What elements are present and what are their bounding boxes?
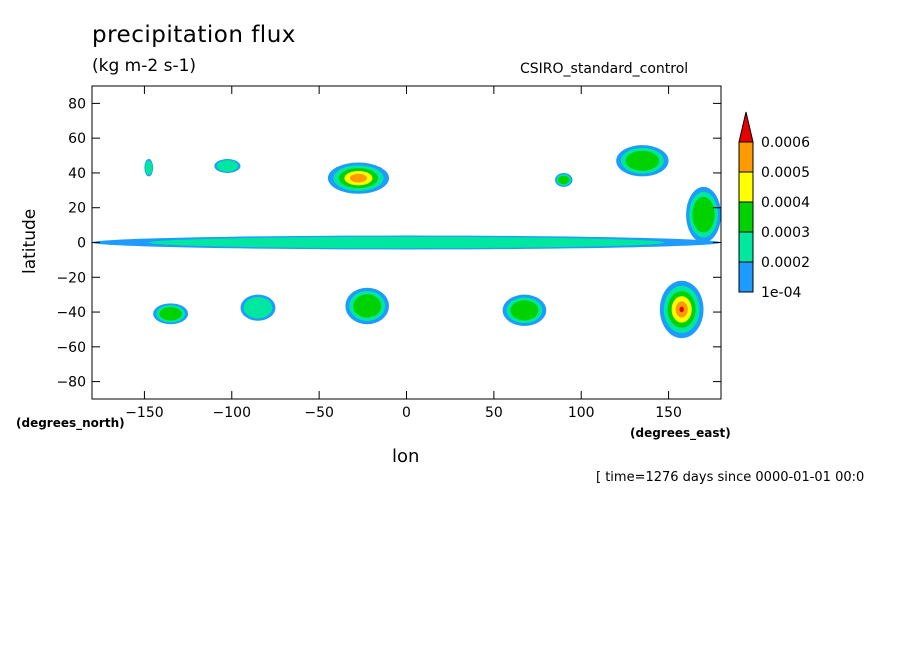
precip-feature-5-level-2 [625, 150, 660, 171]
y-tick-label-40: 40 [68, 166, 86, 182]
colorbar-label-1: 0.0002 [761, 255, 810, 271]
precip-feature-0-level-1 [148, 236, 665, 249]
x-tick-label--150: −150 [125, 405, 163, 421]
colorbar-swatch-4 [738, 141, 754, 173]
precip-feature-6-level-2 [159, 307, 182, 321]
y-tick-label-0: 0 [77, 236, 86, 252]
colorbar-swatch-2 [738, 201, 754, 233]
y-tick-label--80: −80 [56, 375, 86, 391]
y-tick-label-80: 80 [68, 96, 86, 112]
chart-title: precipitation flux [92, 22, 296, 48]
precip-feature-2-level-1 [216, 160, 239, 172]
x-tick-label-50: 50 [485, 405, 503, 421]
colorbar: 1e-04 0.0002 0.0003 0.0004 0.0005 0.0006 [738, 111, 810, 301]
colorbar-swatch-1 [738, 231, 754, 263]
y-tick-label-60: 60 [68, 131, 86, 147]
colorbar-label-2: 0.0003 [761, 225, 810, 241]
y-tick-label-20: 20 [68, 201, 86, 217]
model-name: CSIRO_standard_control [520, 61, 689, 77]
colorbar-extend-triangle [738, 111, 754, 143]
colorbar-swatch-3 [738, 171, 754, 203]
x-tick-label--50: −50 [304, 405, 334, 421]
y-tick-label--20: −20 [56, 270, 86, 286]
x-tick-label-0: 0 [402, 405, 411, 421]
precip-feature-11-level-2 [692, 196, 715, 233]
time-note: [ time=1276 days since 0000-01-01 00:0 [596, 470, 865, 485]
chart-units: (kg m-2 s-1) [92, 56, 197, 76]
y-axis-units: (degrees_north) [16, 416, 125, 430]
precip-fields [92, 145, 721, 339]
precip-feature-3-level-4 [349, 173, 368, 183]
precip-feature-8-level-2 [353, 294, 382, 318]
x-axis-label: lon [392, 446, 420, 467]
y-tick-label--40: −40 [56, 305, 86, 321]
colorbar-label-0: 1e-04 [761, 285, 801, 301]
colorbar-swatch-0 [738, 261, 754, 293]
precip-feature-9-level-2 [510, 300, 539, 321]
precip-feature-1-level-1 [145, 160, 153, 175]
x-tick-label-150: 150 [655, 405, 682, 421]
colorbar-label-5: 0.0006 [761, 135, 810, 151]
precip-feature-4-level-2 [558, 175, 570, 185]
y-tick-label--60: −60 [56, 340, 86, 356]
x-tick-label-100: 100 [568, 405, 595, 421]
precip-feature-7-level-1 [243, 297, 273, 319]
x-axis-units: (degrees_east) [630, 426, 731, 440]
colorbar-label-3: 0.0004 [761, 195, 810, 211]
precip-feature-10-level-5 [679, 306, 684, 313]
x-tick-label--100: −100 [213, 405, 251, 421]
colorbar-label-4: 0.0005 [761, 165, 810, 181]
plot-axes: −150 −100 −50 0 50 100 150 80 60 40 20 0 −20 −40 −60 −8… [56, 86, 721, 421]
